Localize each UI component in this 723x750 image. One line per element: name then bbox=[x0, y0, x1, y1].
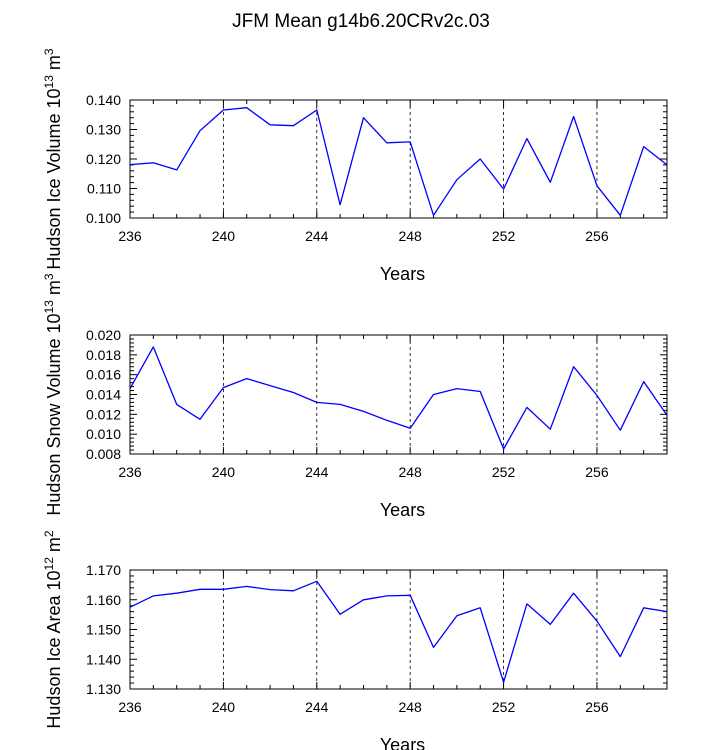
plot-frame-snow-volume bbox=[129, 334, 668, 455]
panel-snow-volume: 0.008 0.010 0.012 0.014 0.016 0.018 0.020 236 24… bbox=[42, 273, 668, 520]
y-tick-label: 0.012 bbox=[86, 406, 121, 422]
y-tick-label: 0.010 bbox=[86, 426, 121, 442]
y-tick-label: 0.140 bbox=[86, 92, 121, 108]
y-tick-label: 0.100 bbox=[86, 210, 121, 226]
y-axis-label: Hudson Snow Volume 1013 m3 bbox=[42, 273, 64, 516]
y-axis-label-text: Hudson Snow Volume 10 bbox=[44, 313, 64, 515]
x-tick-label: 244 bbox=[305, 464, 329, 480]
x-tick-label: 240 bbox=[212, 464, 236, 480]
y-tick-label: 1.160 bbox=[86, 592, 121, 608]
y-tick-label: 1.150 bbox=[86, 622, 121, 638]
x-tick-label: 252 bbox=[492, 464, 516, 480]
chart-title: JFM Mean g14b6.20CRv2c.03 bbox=[232, 11, 490, 32]
x-tick-label: 248 bbox=[398, 464, 422, 480]
y-axis-label-superscript: 3 bbox=[42, 48, 56, 55]
series-line-ice-volume bbox=[129, 107, 668, 216]
panel-ice-area: 1.130 1.140 1.150 1.160 1.170 236 240 244 248 252… bbox=[42, 530, 668, 750]
x-tick-label: 244 bbox=[305, 699, 329, 715]
y-axis-label-text: m bbox=[44, 55, 64, 75]
x-tick-label: 248 bbox=[398, 699, 422, 715]
x-axis-label: Years bbox=[380, 735, 425, 750]
y-tick-label: 0.110 bbox=[87, 181, 121, 197]
y-tick-label: 0.018 bbox=[86, 347, 121, 363]
x-tick-label: 248 bbox=[398, 228, 422, 244]
y-tick-label: 0.008 bbox=[86, 446, 121, 462]
x-tick-label: 256 bbox=[585, 464, 609, 480]
x-tick-label: 240 bbox=[212, 228, 236, 244]
y-axis-label-superscript: 12 bbox=[42, 557, 56, 571]
plot-frame-ice-volume bbox=[129, 99, 668, 219]
x-tick-label: 236 bbox=[118, 464, 142, 480]
y-tick-label: 0.130 bbox=[86, 122, 121, 138]
x-tick-label: 240 bbox=[212, 699, 236, 715]
x-tick-label: 256 bbox=[585, 228, 609, 244]
y-tick-label: 0.016 bbox=[86, 367, 121, 383]
y-tick-label: 1.140 bbox=[86, 651, 121, 667]
x-tick-label: 244 bbox=[305, 228, 329, 244]
x-tick-label: 236 bbox=[118, 699, 142, 715]
panels: 0.100 0.110 0.120 0.130 0.140 236 240 244 248 252… bbox=[42, 48, 668, 750]
x-axis-label: Years bbox=[380, 500, 425, 520]
y-tick-label: 0.020 bbox=[86, 327, 121, 343]
y-axis-label-text: m bbox=[44, 537, 64, 557]
y-axis-label-superscript: 13 bbox=[42, 75, 56, 89]
y-axis-label-superscript: 3 bbox=[42, 273, 56, 280]
y-tick-label: 1.170 bbox=[86, 562, 121, 578]
x-tick-label: 236 bbox=[118, 228, 142, 244]
y-axis-label: Hudson Ice Volume 1013 m3 bbox=[42, 48, 64, 269]
series-line-snow-volume bbox=[129, 346, 668, 450]
y-axis-label-text: Hudson Ice Volume 10 bbox=[44, 88, 64, 269]
y-axis-label: Hudson Ice Area 1012 m2 bbox=[42, 530, 64, 728]
plot-frame-ice-area bbox=[129, 569, 668, 690]
y-tick-label: 1.130 bbox=[86, 681, 121, 697]
y-axis-label-text: m bbox=[44, 280, 64, 300]
y-axis-label-superscript: 2 bbox=[42, 530, 56, 537]
series-line-ice-area bbox=[129, 580, 668, 683]
x-tick-label: 256 bbox=[585, 699, 609, 715]
x-tick-label: 252 bbox=[492, 228, 516, 244]
y-tick-label: 0.120 bbox=[86, 151, 121, 167]
y-tick-label: 0.014 bbox=[86, 387, 121, 403]
y-axis-label-text: Hudson Ice Area 10 bbox=[44, 570, 64, 728]
x-axis-label: Years bbox=[380, 264, 425, 284]
x-tick-label: 252 bbox=[492, 699, 516, 715]
panel-ice-volume: 0.100 0.110 0.120 0.130 0.140 236 240 244 248 252… bbox=[42, 48, 668, 284]
y-axis-label-superscript: 13 bbox=[42, 300, 56, 314]
